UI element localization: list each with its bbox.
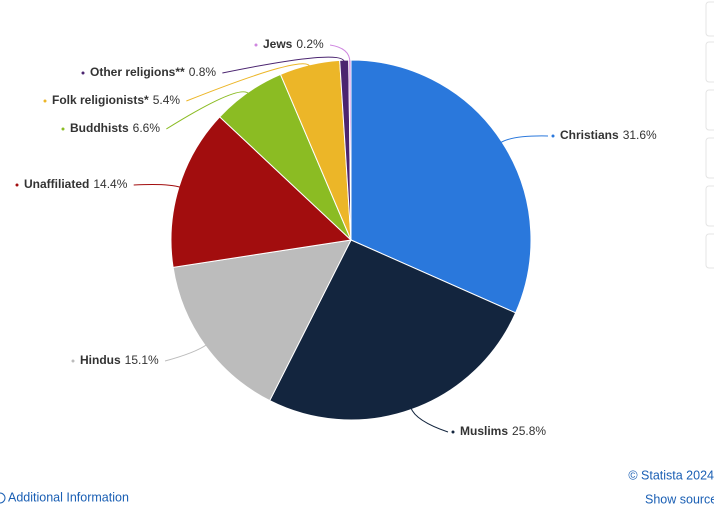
label-name: Unaffiliated [24,177,89,191]
leader-line [164,344,208,362]
leader-line [329,44,351,63]
label-bullet [71,359,75,363]
additional-info-link[interactable]: Additional Information [8,490,129,504]
label-value: 0.2% [296,37,324,51]
data-label: Folk religionists* 5.4% [52,93,180,107]
leader-line [410,407,449,433]
label-bullet [254,43,258,47]
info-icon[interactable] [0,492,6,504]
leader-line [499,135,549,144]
data-label: Unaffiliated 14.4% [24,177,128,191]
label-name: Muslims [460,424,508,438]
show-source-link[interactable]: Show source [645,492,714,506]
label-value: 31.6% [623,128,657,142]
label-value: 0.8% [189,65,217,79]
label-name: Folk religionists* [52,93,149,107]
leader-line [186,63,311,102]
label-bullet [61,127,65,131]
data-label: Christians 31.6% [560,128,657,142]
label-value: 15.1% [125,353,159,367]
label-bullet [43,99,47,103]
panel-button[interactable] [705,89,714,131]
label-bullet [15,183,19,187]
leader-line [166,91,250,130]
leader-line [133,183,182,188]
label-name: Buddhists [70,121,129,135]
label-bullet [451,430,455,434]
label-name: Hindus [80,353,121,367]
leader-line [222,56,345,74]
label-name: Other religions** [90,65,185,79]
panel-button[interactable] [705,185,714,227]
panel-button[interactable] [705,41,714,83]
side-panel [705,1,714,269]
label-bullet [551,134,555,138]
panel-button[interactable] [705,1,714,37]
panel-button[interactable] [705,233,714,269]
labels: Christians 31.6% Muslims 25.8% Hindus 15.1% Un… [15,37,657,438]
label-value: 6.6% [133,121,161,135]
label-name: Jews [263,37,293,51]
label-value: 5.4% [153,93,181,107]
pie [170,59,532,421]
data-label: Muslims 25.8% [460,424,546,438]
copyright[interactable]: © Statista 2024 [628,468,714,482]
label-value: 25.8% [512,424,546,438]
label-value: 14.4% [93,177,127,191]
data-label: Jews 0.2% [263,37,324,51]
label-bullet [81,71,85,75]
panel-button[interactable] [705,137,714,179]
data-label: Buddhists 6.6% [70,121,160,135]
data-label: Hindus 15.1% [80,353,159,367]
label-name: Christians [560,128,619,142]
data-label: Other religions** 0.8% [90,65,216,79]
